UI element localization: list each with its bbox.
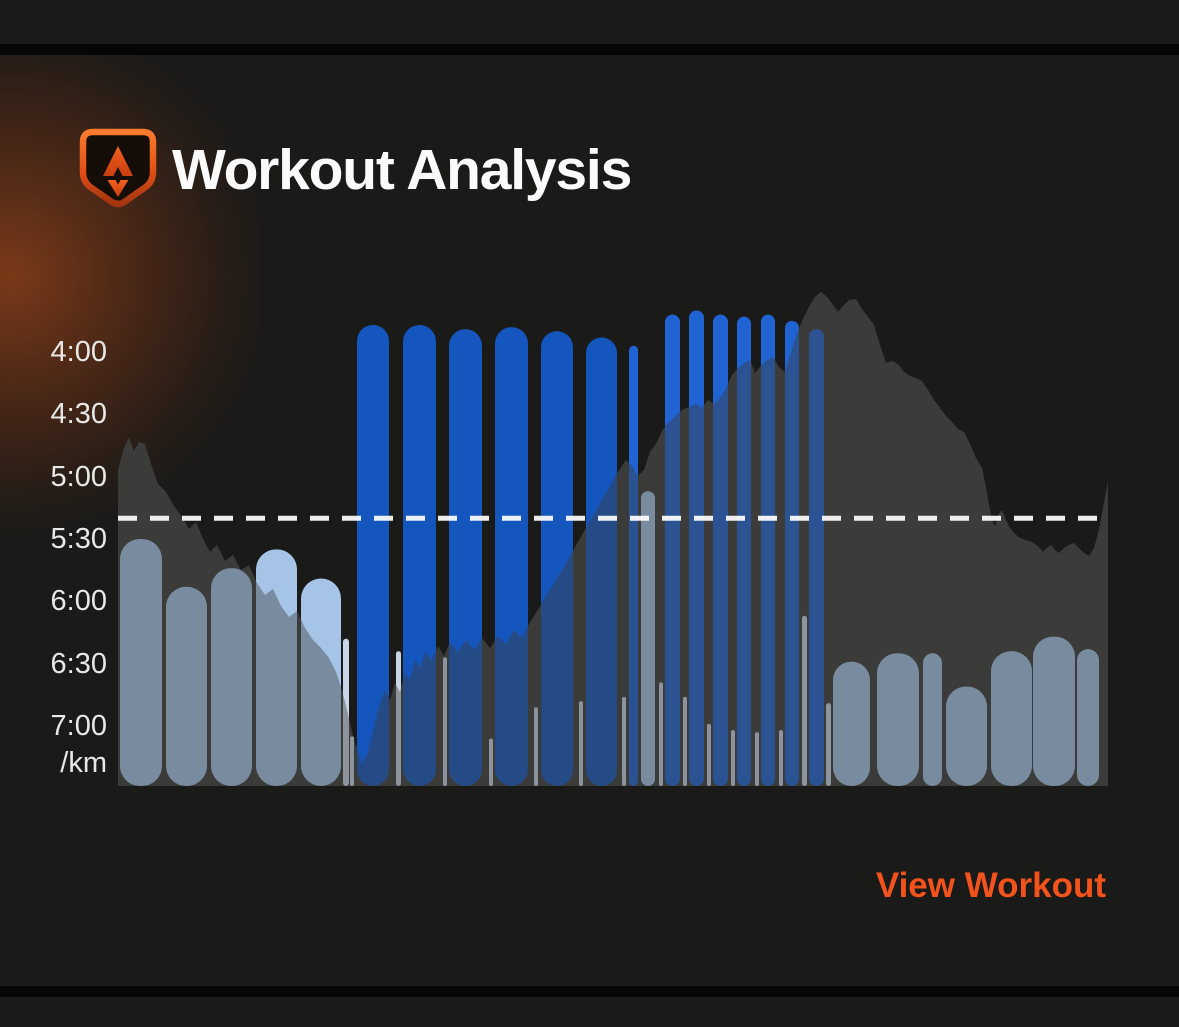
bottom-bar (0, 997, 1179, 1027)
top-bar (0, 0, 1179, 44)
workout-analysis-card: Workout Analysis View Workout (0, 55, 1179, 986)
strava-badge-icon (79, 128, 157, 208)
page-title: Workout Analysis (172, 138, 632, 202)
view-workout-link[interactable]: View Workout (875, 866, 1106, 905)
